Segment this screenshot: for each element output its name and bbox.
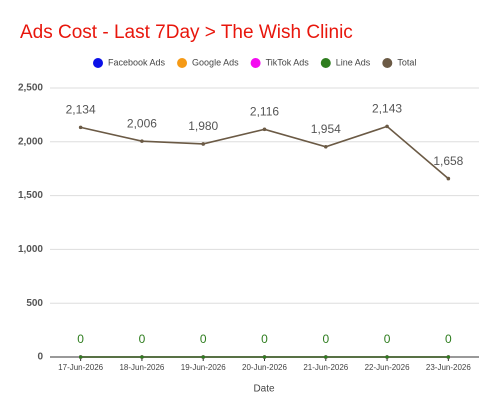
legend-marker bbox=[382, 58, 393, 68]
legend-marker bbox=[250, 58, 261, 68]
data-label: 0 bbox=[322, 332, 329, 346]
y-tick-label: 0 bbox=[37, 352, 43, 363]
point bbox=[201, 355, 206, 359]
point bbox=[140, 139, 144, 143]
series-line bbox=[80, 125, 449, 180]
legend-label: Facebook Ads bbox=[108, 57, 166, 67]
data-label: 2,143 bbox=[372, 102, 402, 116]
x-tick-label: 19-Jun-2026 bbox=[181, 363, 226, 372]
data-label: 0 bbox=[139, 332, 146, 346]
chart-title: Ads Cost - Last 7Day > The Wish Clinic bbox=[20, 22, 353, 43]
point bbox=[323, 144, 328, 149]
point bbox=[78, 355, 83, 359]
x-tick-label: 21-Jun-2026 bbox=[303, 363, 348, 372]
data-label: 2,134 bbox=[66, 103, 96, 117]
legend-label: Google Ads bbox=[192, 57, 239, 67]
x-tick-label: 22-Jun-2026 bbox=[365, 363, 410, 372]
x-tick-label: 17-Jun-2026 bbox=[58, 363, 103, 372]
data-label: 1,954 bbox=[311, 122, 341, 136]
point bbox=[262, 127, 267, 132]
data-label: 0 bbox=[261, 332, 268, 346]
x-tick-label: 18-Jun-2026 bbox=[119, 363, 164, 372]
point bbox=[262, 355, 267, 359]
legend-marker bbox=[177, 58, 188, 68]
legend-label: Total bbox=[397, 57, 416, 67]
data-label: 1,980 bbox=[188, 119, 218, 133]
x-axis-title: Date bbox=[253, 384, 275, 395]
legend-label: Line Ads bbox=[336, 57, 371, 67]
point bbox=[385, 355, 389, 359]
data-label: 0 bbox=[77, 332, 84, 346]
point bbox=[323, 355, 328, 359]
x-tick-label: 23-Jun-2026 bbox=[426, 363, 471, 372]
y-tick-label: 2,500 bbox=[18, 83, 43, 94]
y-tick-label: 1,000 bbox=[18, 244, 43, 255]
legend-marker bbox=[320, 58, 331, 68]
data-label: 2,116 bbox=[250, 104, 279, 118]
legend-label: TikTok Ads bbox=[266, 57, 310, 67]
point bbox=[201, 142, 206, 146]
point bbox=[446, 176, 451, 181]
y-tick-label: 500 bbox=[26, 298, 43, 309]
data-label: 2,006 bbox=[127, 116, 157, 130]
point bbox=[140, 355, 144, 359]
data-label: 1,658 bbox=[433, 154, 463, 168]
point bbox=[78, 125, 83, 130]
data-label: 0 bbox=[384, 332, 391, 346]
point bbox=[385, 124, 389, 129]
y-tick-label: 2,000 bbox=[18, 136, 43, 147]
x-tick-label: 20-Jun-2026 bbox=[242, 363, 287, 372]
y-tick-label: 1,500 bbox=[18, 190, 43, 201]
data-label: 0 bbox=[445, 332, 452, 346]
legend-marker bbox=[93, 58, 103, 68]
point bbox=[446, 355, 451, 359]
data-label: 0 bbox=[200, 332, 207, 346]
